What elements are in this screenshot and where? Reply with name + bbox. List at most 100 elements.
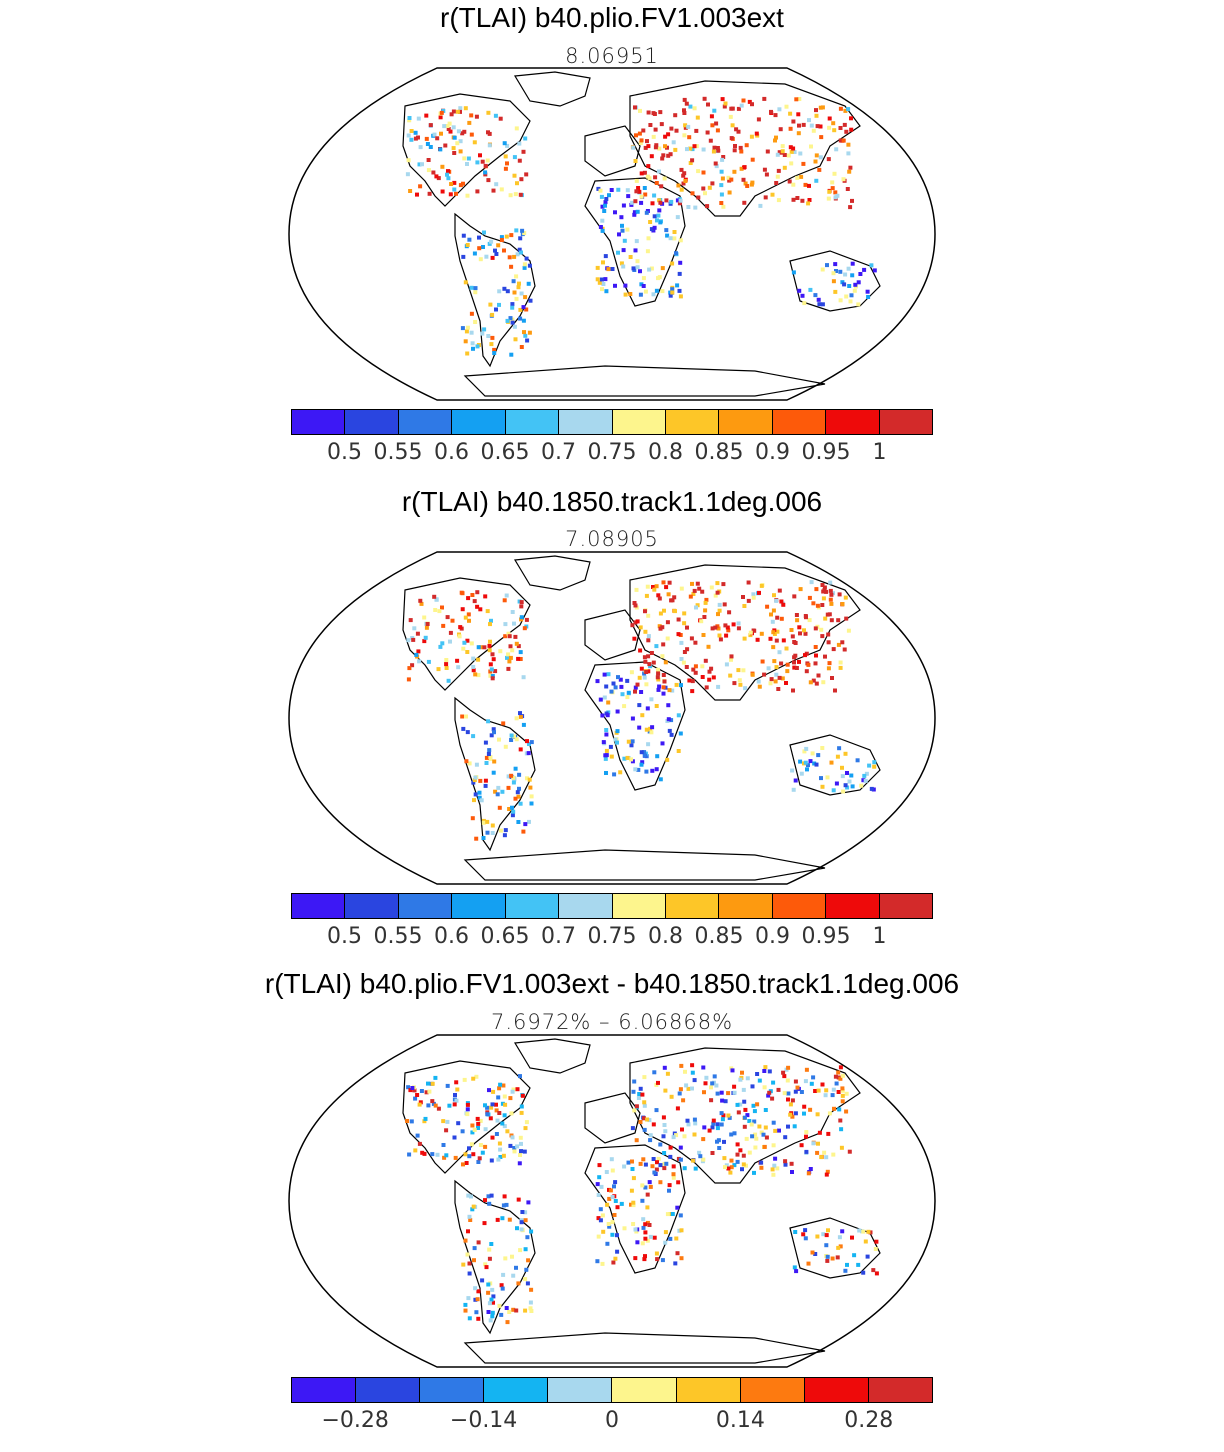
data-cell <box>648 123 652 127</box>
data-cell <box>756 638 760 642</box>
data-cell <box>778 589 782 593</box>
data-cell <box>631 1126 635 1130</box>
data-cell <box>466 730 470 734</box>
data-cell <box>668 1155 672 1159</box>
data-cell <box>417 659 421 663</box>
data-cell <box>611 267 615 271</box>
data-cell <box>622 248 626 252</box>
data-cell <box>466 1296 470 1300</box>
data-cell <box>643 1230 647 1234</box>
data-cell <box>791 120 795 124</box>
data-cell <box>447 679 451 683</box>
data-cell <box>497 1086 501 1090</box>
data-cell <box>523 137 527 141</box>
data-cell <box>678 1092 682 1096</box>
data-cell <box>605 1170 609 1174</box>
data-cell <box>447 1104 451 1108</box>
panel-3-map <box>285 1033 939 1369</box>
data-cell <box>498 1148 502 1152</box>
data-cell <box>676 1106 680 1110</box>
data-cell <box>512 781 516 785</box>
data-cell <box>525 339 529 343</box>
data-cell <box>637 703 641 707</box>
data-cell <box>628 292 632 296</box>
data-cell <box>736 668 740 672</box>
data-cell <box>511 813 515 817</box>
data-cell <box>772 1164 776 1168</box>
data-cell <box>752 596 756 600</box>
data-cell <box>827 126 831 130</box>
data-cell <box>792 198 796 202</box>
data-cell <box>743 686 747 690</box>
data-cell <box>600 219 604 223</box>
data-cell <box>655 1257 659 1261</box>
data-cell <box>631 146 635 150</box>
data-cell <box>484 1127 488 1131</box>
data-cell <box>526 1200 530 1204</box>
data-cell <box>604 757 608 761</box>
data-cell <box>708 1129 712 1133</box>
data-cell <box>785 669 789 673</box>
data-cell <box>859 784 863 788</box>
data-cell <box>665 758 669 762</box>
data-cell <box>518 711 522 715</box>
data-cell <box>444 1128 448 1132</box>
data-cell <box>477 246 481 250</box>
data-cell <box>825 263 829 267</box>
data-cell <box>806 201 810 205</box>
data-cell <box>491 256 495 260</box>
data-cell <box>674 251 678 255</box>
data-cell <box>623 284 627 288</box>
colorbar-swatch <box>506 894 559 918</box>
data-cell <box>639 625 643 629</box>
colorbar-tick-label: 0.85 <box>695 440 744 465</box>
data-cell <box>776 687 780 691</box>
data-cell <box>516 1281 520 1285</box>
data-cell <box>505 1129 509 1133</box>
data-cell <box>605 749 609 753</box>
data-cell <box>445 666 449 670</box>
data-cell <box>804 1150 808 1154</box>
data-cell <box>606 713 610 717</box>
data-cell <box>672 236 676 240</box>
data-cell <box>680 587 684 591</box>
data-cell <box>829 602 833 606</box>
data-cell <box>771 630 775 634</box>
data-cell <box>525 257 529 261</box>
data-cell <box>864 779 868 783</box>
data-cell <box>414 131 418 135</box>
data-cell <box>490 313 494 317</box>
data-cell <box>507 659 511 663</box>
data-cell <box>605 1242 609 1246</box>
data-cell <box>513 155 517 159</box>
data-cell <box>729 178 733 182</box>
data-cell <box>439 132 443 136</box>
colorbar-tick-label: 0.8 <box>648 440 683 465</box>
data-cell <box>499 1313 503 1317</box>
data-cell <box>468 1262 472 1266</box>
data-cell <box>467 157 471 161</box>
data-cell <box>739 146 743 150</box>
data-cell <box>740 1167 744 1171</box>
data-cell <box>819 135 823 139</box>
data-cell <box>601 229 605 233</box>
colorbar-swatch <box>612 1378 676 1402</box>
data-cell <box>518 1161 522 1165</box>
data-cell <box>742 1162 746 1166</box>
data-cell <box>775 665 779 669</box>
colorbar-tick-label: 0.14 <box>716 1408 765 1433</box>
data-cell <box>704 1076 708 1080</box>
data-cell <box>725 662 729 666</box>
data-cell <box>466 1194 470 1198</box>
data-cell <box>640 138 644 142</box>
data-cell <box>641 129 645 133</box>
colorbar-swatch <box>826 410 879 434</box>
data-cell <box>490 1314 494 1318</box>
data-cell <box>862 268 866 272</box>
data-cell <box>416 649 420 653</box>
data-cell <box>715 581 719 585</box>
data-cell <box>643 186 647 190</box>
data-cell <box>710 123 714 127</box>
data-cell <box>827 640 831 644</box>
data-cell <box>775 639 779 643</box>
